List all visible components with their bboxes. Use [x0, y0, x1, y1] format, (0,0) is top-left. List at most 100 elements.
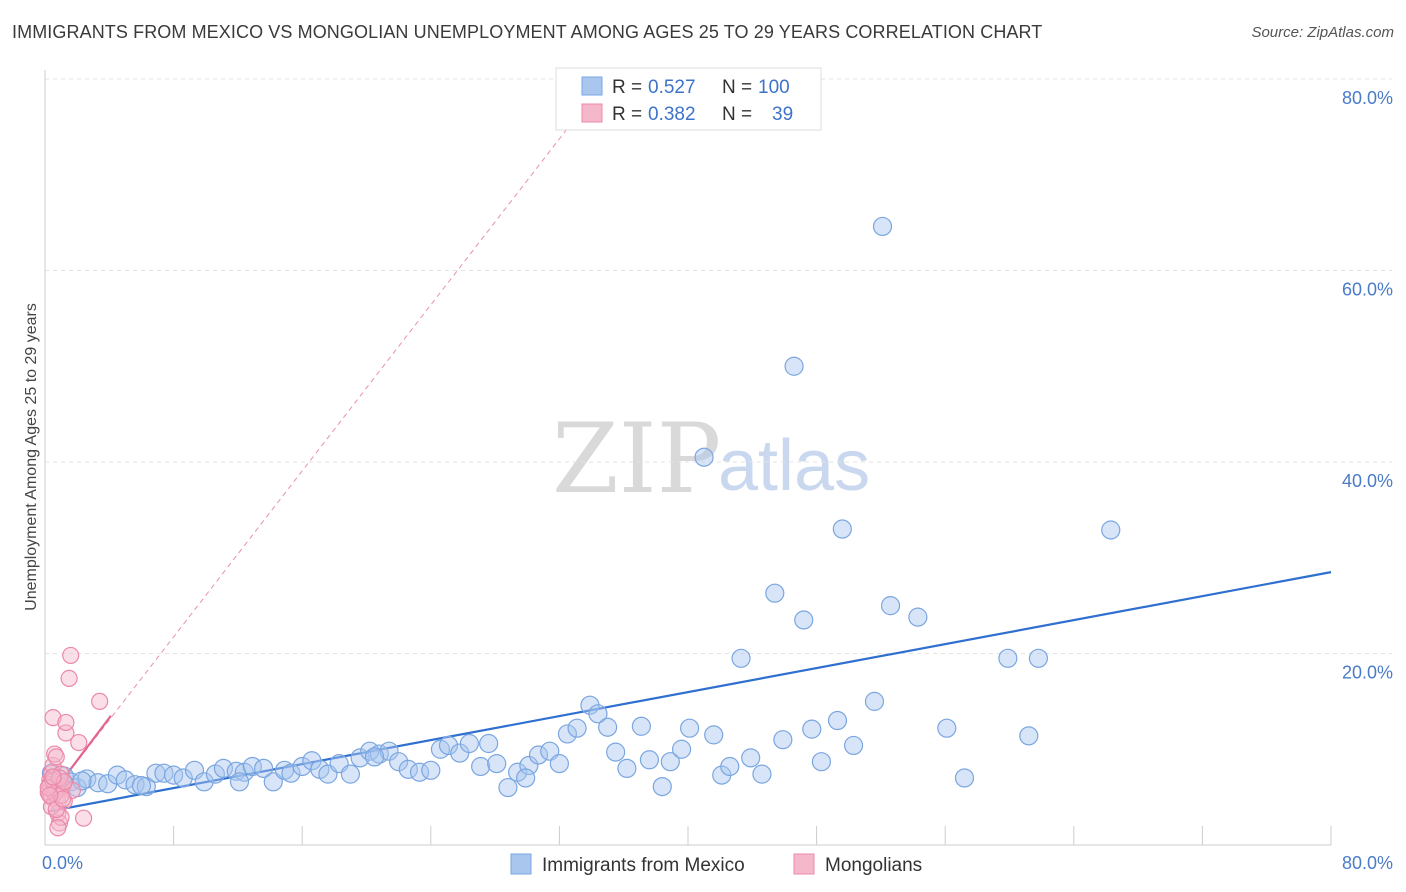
point-mexico [752, 764, 772, 784]
point-mexico [660, 752, 680, 772]
point-mexico [1019, 726, 1039, 746]
point-mongolians [60, 669, 78, 687]
point-mongolians [49, 819, 67, 837]
point-mongolians [62, 646, 80, 665]
legend-n-label-mongolians: N = [722, 104, 752, 125]
point-mongolians [91, 692, 109, 710]
point-mexico [784, 356, 804, 376]
point-mexico [639, 750, 660, 770]
point-mexico [194, 772, 214, 792]
point-mexico [498, 777, 518, 798]
point-mexico [528, 745, 549, 765]
legend-n-value-mexico: 100 [758, 77, 790, 98]
bottom-legend-label-mongolians: Mongolians [825, 855, 922, 876]
point-mexico [549, 754, 570, 774]
point-mexico [880, 596, 901, 616]
point-mexico [421, 760, 441, 780]
point-mexico [908, 607, 928, 627]
point-mexico [479, 733, 499, 754]
point-mexico [652, 776, 672, 797]
chart-title: IMMIGRANTS FROM MEXICO VS MONGOLIAN UNEM… [12, 22, 1043, 42]
y-tick-label: 20.0% [1342, 663, 1393, 683]
point-mexico [694, 447, 714, 467]
point-mongolians [46, 745, 64, 763]
point-mexico [398, 759, 418, 779]
point-mexico [588, 704, 608, 724]
point-mexico [131, 776, 152, 796]
bottom-legend: Immigrants from Mexico Mongolians [510, 853, 922, 876]
point-mexico [389, 752, 409, 772]
point-mexico [1101, 520, 1121, 540]
legend-r-label-mexico: R = [612, 77, 642, 98]
point-mexico [254, 758, 274, 779]
point-mexico [811, 752, 832, 772]
point-mexico [631, 716, 651, 736]
point-mexico [438, 735, 459, 756]
point-mexico [379, 741, 399, 761]
point-mexico [773, 730, 793, 750]
legend-swatch-mongolians [581, 103, 603, 123]
point-mexico [350, 748, 370, 768]
legend-r-value-mexico: 0.527 [648, 77, 696, 98]
point-mongolians [41, 786, 59, 804]
point-mexico [516, 768, 536, 788]
point-mexico [364, 747, 385, 767]
point-mongolians [57, 713, 75, 732]
point-mexico [937, 718, 957, 738]
y-tick-label: 40.0% [1342, 471, 1393, 491]
point-mexico [704, 725, 724, 745]
point-mexico [765, 583, 785, 603]
source-label: Source: ZipAtlas.com [1251, 24, 1394, 41]
stats-legend: R = 0.527 N = 100 R = 0.382 N = 39 [555, 67, 822, 131]
legend-n-value-mongolians: 39 [772, 104, 793, 125]
point-mexico [487, 754, 507, 774]
point-mongolians [74, 809, 93, 827]
point-mexico [998, 648, 1018, 668]
point-mexico [872, 216, 893, 237]
legend-swatch-mexico [581, 76, 603, 96]
point-mexico [459, 733, 479, 754]
watermark-atlas: atlas [718, 426, 870, 506]
legend-r-value-mongolians: 0.382 [648, 104, 696, 125]
legend-r-label-mongolians: R = [612, 104, 642, 125]
point-mexico [263, 772, 283, 792]
point-mongolians [44, 768, 62, 786]
point-mexico [794, 610, 814, 630]
point-mexico [606, 742, 626, 762]
point-mongolians [70, 733, 88, 752]
y-tick-label: 80.0% [1342, 88, 1393, 108]
point-mexico [72, 771, 92, 791]
point-mexico [471, 756, 491, 777]
legend-n-label-mexico: N = [722, 77, 752, 98]
point-mexico [671, 739, 692, 759]
watermark-zip: ZIP [552, 403, 721, 515]
x-tick-label-max: 80.0% [1342, 853, 1393, 873]
point-mongolians [55, 773, 73, 791]
trendline-mongolians-extended [45, 107, 584, 803]
point-mexico [229, 772, 250, 792]
bottom-legend-swatch-mexico [510, 853, 532, 875]
point-mongolians [47, 748, 65, 766]
point-mexico [598, 717, 618, 737]
point-mongolians [44, 709, 62, 727]
point-mexico [281, 763, 301, 783]
point-mexico [731, 648, 751, 668]
point-mexico [954, 768, 975, 788]
point-mexico [519, 755, 539, 776]
point-mexico [832, 519, 852, 539]
point-mexico [557, 724, 578, 744]
point-mexico [340, 764, 361, 784]
point-mexico [88, 773, 108, 793]
trendline-mexico [48, 571, 1332, 813]
point-mexico [864, 691, 885, 711]
point-mexico [680, 718, 700, 738]
point-mexico [1028, 648, 1049, 668]
x-tick-label-min: 0.0% [42, 853, 83, 873]
point-mexico [741, 748, 761, 768]
gridlines: 20.0% 40.0% 60.0% 80.0% [45, 78, 1393, 683]
point-mexico [843, 735, 864, 756]
point-mexico [567, 718, 587, 738]
data-points [39, 216, 1121, 837]
point-mongolians [54, 790, 72, 808]
